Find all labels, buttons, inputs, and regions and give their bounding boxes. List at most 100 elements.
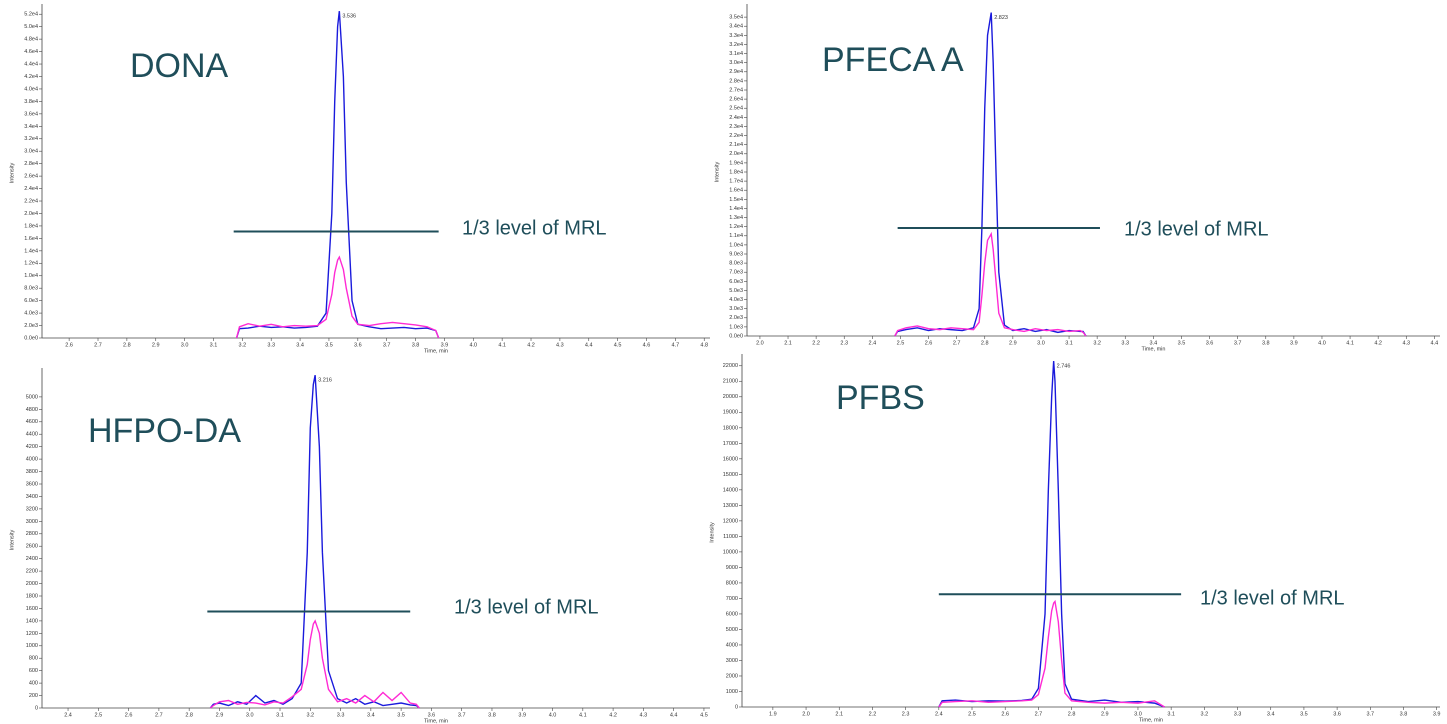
y-tick-label: 2000 <box>26 581 38 587</box>
y-tick-label: 600 <box>29 668 38 674</box>
x-tick-label: 2.6 <box>1001 711 1009 717</box>
y-tick-label: 2.4e4 <box>24 186 38 192</box>
y-tick-label: 3.3e4 <box>729 33 743 39</box>
y-tick-label: 3.1e4 <box>729 51 743 57</box>
x-tick-label: 2.4 <box>64 712 72 718</box>
y-tick-label: 2.0e3 <box>24 323 38 329</box>
y-tick-label: 4.2e4 <box>24 74 38 80</box>
x-tick-label: 4.1 <box>498 342 506 348</box>
y-tick-label: 17000 <box>723 441 738 447</box>
x-tick-label: 3.8 <box>412 342 420 348</box>
x-tick-label: 3.9 <box>518 712 526 718</box>
y-tick-label: 7000 <box>726 596 738 602</box>
y-tick-label: 5.0e3 <box>729 288 743 294</box>
y-tick-label: 1.4e4 <box>729 206 743 212</box>
trace <box>235 255 440 339</box>
x-tick-label: 3.3 <box>267 342 275 348</box>
y-tick-label: 0.0e0 <box>729 333 743 339</box>
mrl-label: 1/3 level of MRL <box>454 596 599 618</box>
y-tick-label: 2400 <box>26 556 38 562</box>
x-tick-label: 4.1 <box>579 712 587 718</box>
x-tick-label: 4.5 <box>614 342 622 348</box>
mrl-label: 1/3 level of MRL <box>1200 587 1345 609</box>
y-tick-label: 4.0e3 <box>729 297 743 303</box>
y-tick-label: 10000 <box>723 549 738 555</box>
y-tick-label: 2.6e4 <box>24 174 38 180</box>
y-tick-label: 1.5e4 <box>729 197 743 203</box>
x-tick-label: 2.8 <box>1068 711 1076 717</box>
y-tick-label: 1000 <box>726 689 738 695</box>
y-tick-label: 14000 <box>723 487 738 493</box>
y-tick-label: 8.0e3 <box>729 261 743 267</box>
x-tick-label: 3.6 <box>1206 340 1214 346</box>
x-tick-label: 3.6 <box>354 342 362 348</box>
x-tick-label: 4.4 <box>585 342 593 348</box>
y-tick-label: 13000 <box>723 503 738 509</box>
x-tick-label: 3.1 <box>1065 340 1073 346</box>
x-tick-label: 3.3 <box>1121 340 1129 346</box>
y-tick-label: 1.9e4 <box>729 160 743 166</box>
y-tick-label: 3.0e4 <box>24 149 38 155</box>
x-tick-label: 3.2 <box>306 712 314 718</box>
x-tick-label: 3.5 <box>1178 340 1186 346</box>
x-tick-label: 2.6 <box>925 340 933 346</box>
y-tick-label: 19000 <box>723 410 738 416</box>
y-tick-label: 5000 <box>26 394 38 400</box>
y-tick-label: 1.6e4 <box>24 236 38 242</box>
y-tick-label: 4.0e3 <box>24 311 38 317</box>
x-tick-label: 3.5 <box>1300 711 1308 717</box>
y-tick-label: 5000 <box>726 627 738 633</box>
y-tick-label: 18000 <box>723 425 738 431</box>
x-tick-label: 2.5 <box>94 712 102 718</box>
x-tick-label: 3.4 <box>1150 340 1158 346</box>
y-tick-label: 2.2e4 <box>729 133 743 139</box>
x-tick-label: 3.6 <box>1333 711 1341 717</box>
y-tick-label: 3.8e4 <box>24 99 38 105</box>
x-tick-label: 4.8 <box>700 342 708 348</box>
trace <box>209 374 420 709</box>
mrl-label: 1/3 level of MRL <box>462 217 607 239</box>
y-tick-label: 6.0e3 <box>24 298 38 304</box>
x-tick-label: 2.9 <box>1101 711 1109 717</box>
y-tick-label: 2.5e4 <box>729 106 743 112</box>
y-tick-label: 9000 <box>726 565 738 571</box>
y-tick-label: 4.0e4 <box>24 86 38 92</box>
y-axis-label: Intensity <box>9 163 15 184</box>
y-tick-label: 0 <box>35 705 38 711</box>
x-tick-label: 3.7 <box>383 342 391 348</box>
y-tick-label: 1000 <box>26 643 38 649</box>
x-tick-label: 4.5 <box>700 712 708 718</box>
x-tick-label: 3.8 <box>1262 340 1270 346</box>
y-tick-label: 4200 <box>26 444 38 450</box>
x-tick-label: 4.2 <box>1374 340 1382 346</box>
y-tick-label: 1.6e4 <box>729 188 743 194</box>
peak-label: 2.823 <box>994 15 1008 21</box>
x-tick-label: 3.2 <box>1201 711 1209 717</box>
y-tick-label: 1.4e4 <box>24 248 38 254</box>
y-tick-label: 3.2e4 <box>24 136 38 142</box>
y-tick-label: 22000 <box>723 363 738 369</box>
x-tick-label: 3.0 <box>1134 711 1142 717</box>
y-tick-label: 4.8e4 <box>24 37 38 43</box>
x-tick-label: 2.6 <box>65 342 73 348</box>
x-tick-label: 2.7 <box>1035 711 1043 717</box>
y-tick-label: 1600 <box>26 606 38 612</box>
x-tick-label: 3.0 <box>1037 340 1045 346</box>
x-tick-label: 2.6 <box>125 712 133 718</box>
x-tick-label: 4.3 <box>1402 340 1410 346</box>
mrl-label: 1/3 level of MRL <box>1124 218 1269 240</box>
x-tick-label: 1.9 <box>769 711 777 717</box>
y-tick-label: 3.5e4 <box>729 15 743 21</box>
x-tick-label: 3.2 <box>1093 340 1101 346</box>
y-tick-label: 15000 <box>723 472 738 478</box>
peak-label: 3.216 <box>318 378 332 384</box>
peak-label: 3.536 <box>342 14 356 20</box>
x-tick-label: 3.1 <box>210 342 218 348</box>
y-tick-label: 3.2e4 <box>729 42 743 48</box>
x-tick-label: 3.5 <box>397 712 405 718</box>
y-axis-label: Intensity <box>714 162 720 183</box>
x-tick-label: 4.6 <box>643 342 651 348</box>
y-tick-label: 2.7e4 <box>729 87 743 93</box>
y-tick-label: 1.0e4 <box>24 273 38 279</box>
